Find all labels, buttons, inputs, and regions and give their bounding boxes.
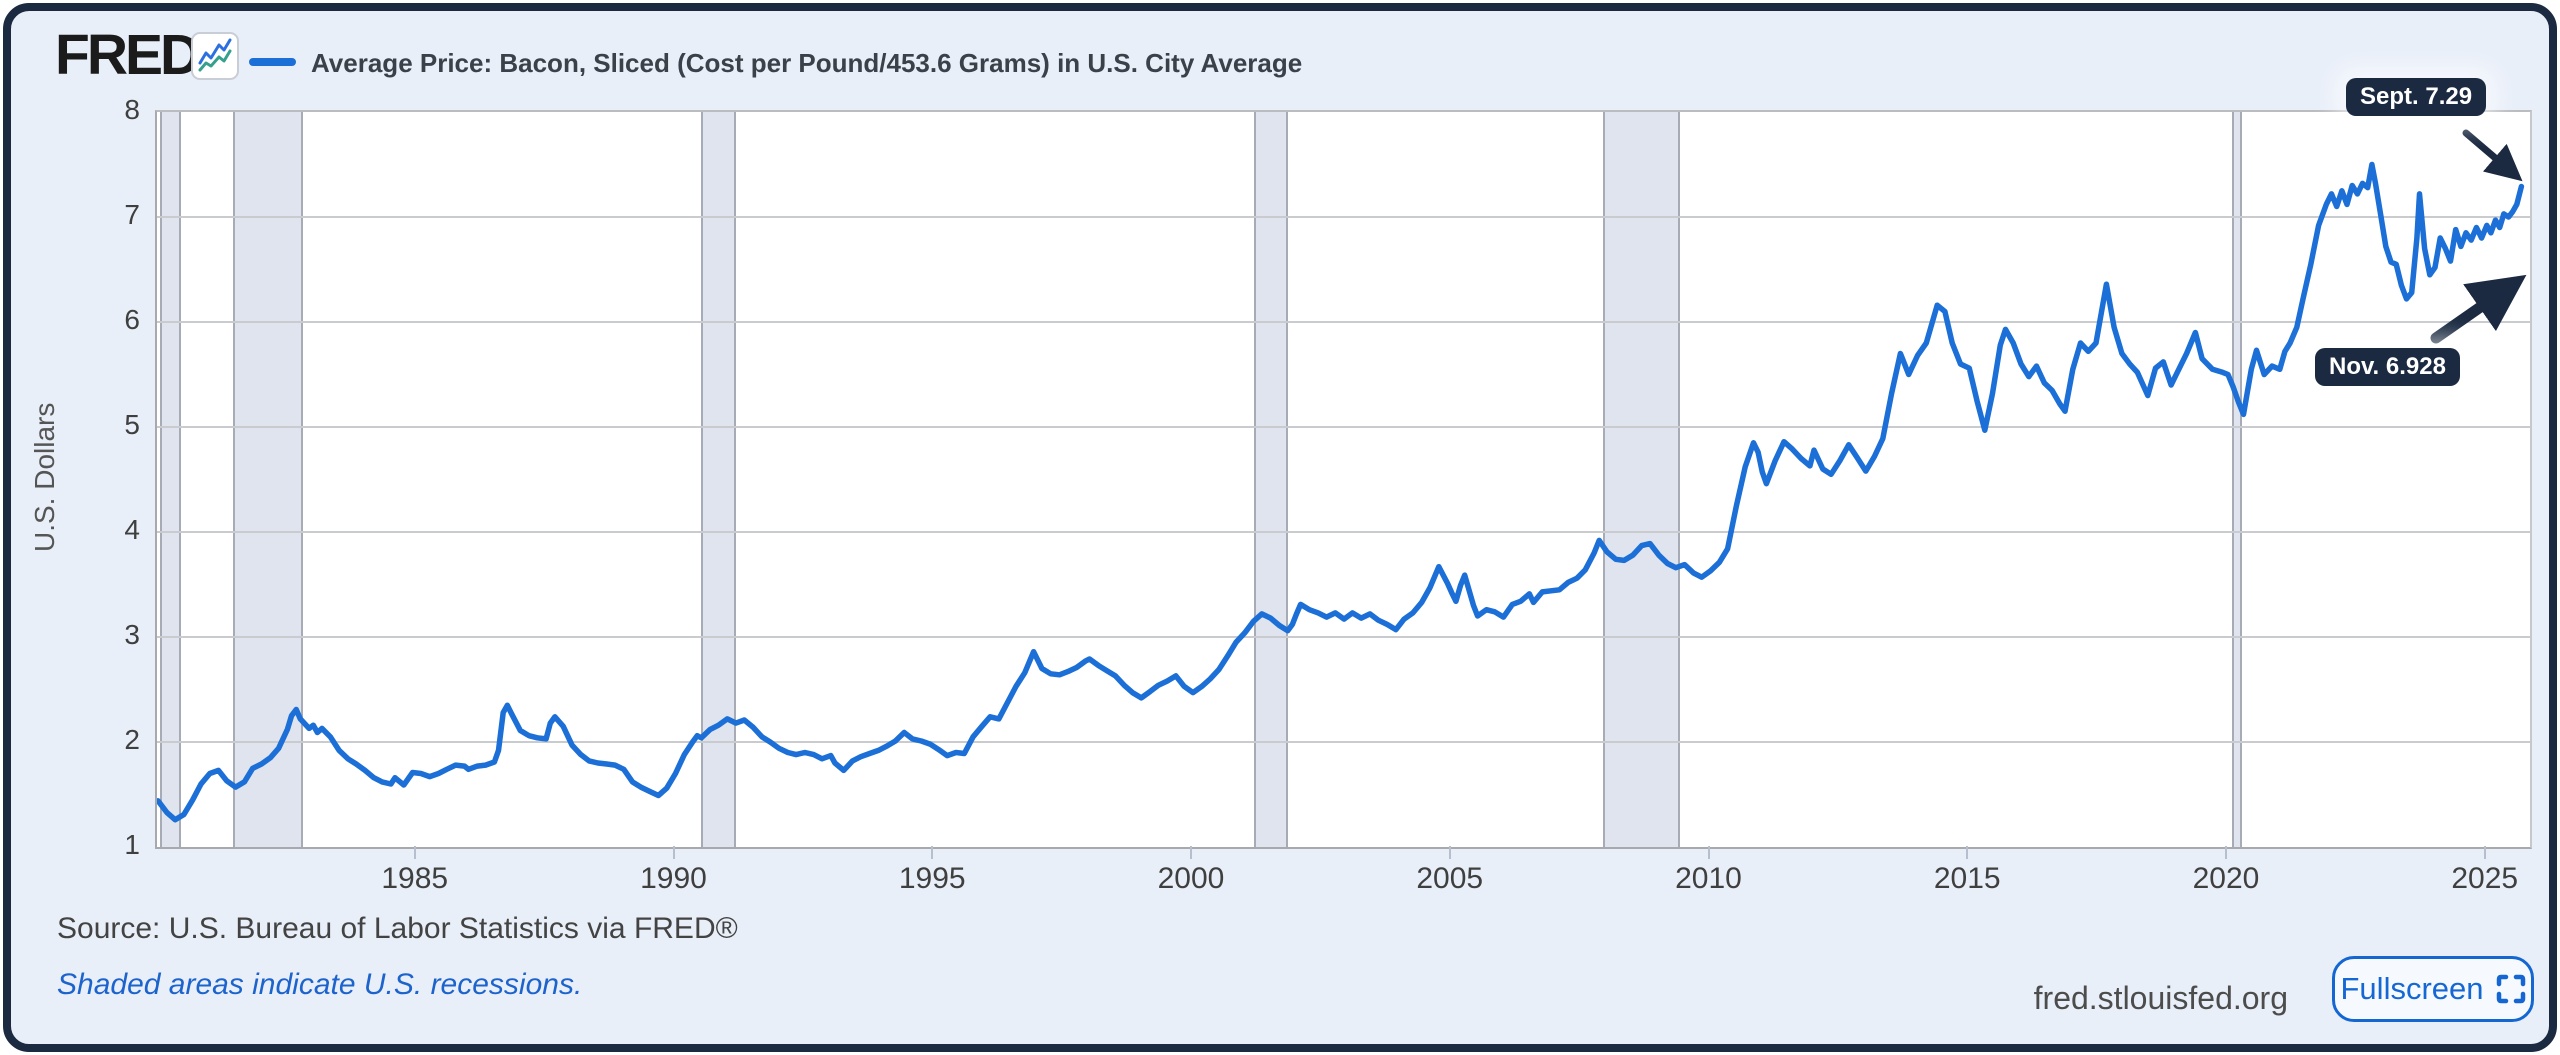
chart-title: Average Price: Bacon, Sliced (Cost per P… bbox=[311, 48, 1303, 78]
x-tick-label: 2020 bbox=[2192, 862, 2260, 895]
x-tick-mark bbox=[1966, 846, 1969, 859]
x-tick-mark bbox=[1707, 846, 1710, 859]
annotation-badge-sept: Sept. 7.29 bbox=[2346, 78, 2487, 116]
fred-logo-chart-icon bbox=[191, 32, 239, 80]
recession-note-link[interactable]: Shaded areas indicate U.S. recessions. bbox=[57, 968, 583, 1001]
fullscreen-button[interactable]: Fullscreen bbox=[2332, 956, 2534, 1022]
y-tick-label: 7 bbox=[124, 199, 140, 230]
x-tick-label: 2000 bbox=[1157, 862, 1225, 895]
gridline bbox=[157, 216, 2530, 218]
y-tick-label: 3 bbox=[124, 619, 140, 650]
annotation-badge-nov: Nov. 6.928 bbox=[2315, 348, 2460, 386]
gridline bbox=[157, 741, 2530, 743]
fullscreen-label: Fullscreen bbox=[2340, 971, 2484, 1006]
legend-line-swatch bbox=[249, 58, 296, 66]
price-series-line bbox=[157, 161, 2525, 823]
x-tick-mark bbox=[1448, 846, 1451, 859]
x-tick-label: 2005 bbox=[1416, 862, 1484, 895]
recession-band bbox=[1602, 112, 1681, 847]
fred-logo[interactable]: FRED® bbox=[55, 22, 209, 88]
x-tick-label: 2025 bbox=[2451, 862, 2519, 895]
x-tick-mark bbox=[931, 846, 934, 859]
y-tick-label: 4 bbox=[124, 514, 140, 545]
x-tick-mark bbox=[1190, 846, 1192, 859]
recession-band bbox=[160, 112, 182, 847]
y-tick-label: 6 bbox=[124, 304, 140, 335]
source-note: Source: U.S. Bureau of Labor Statistics … bbox=[57, 912, 738, 945]
gridline bbox=[157, 321, 2530, 323]
fullscreen-icon bbox=[2496, 974, 2526, 1004]
gridline bbox=[157, 426, 2530, 428]
x-tick-label: 1985 bbox=[381, 862, 449, 895]
recession-band bbox=[2232, 112, 2242, 847]
fred-site-link[interactable]: fred.stlouisfed.org bbox=[2033, 980, 2288, 1016]
price-line-chart bbox=[157, 161, 2525, 823]
x-tick-mark bbox=[2483, 846, 2486, 859]
plot-area[interactable] bbox=[155, 110, 2532, 849]
x-tick-label: 1990 bbox=[640, 862, 707, 895]
y-tick-label: 2 bbox=[124, 724, 140, 755]
y-tick-label: 5 bbox=[124, 409, 140, 440]
x-tick-mark bbox=[2225, 846, 2227, 859]
x-tick-label: 2015 bbox=[1933, 862, 2001, 895]
x-tick-mark bbox=[413, 846, 416, 859]
y-tick-label: 8 bbox=[124, 94, 140, 125]
recession-band bbox=[1253, 112, 1288, 847]
y-tick-label: 1 bbox=[124, 829, 140, 860]
y-axis-title: U.S. Dollars bbox=[29, 402, 60, 553]
gridline bbox=[157, 636, 2530, 638]
gridline bbox=[157, 531, 2530, 533]
x-tick-label: 1995 bbox=[898, 862, 966, 895]
x-tick-label: 2010 bbox=[1675, 862, 1742, 895]
x-tick-mark bbox=[672, 846, 675, 859]
fred-logo-text: FRED bbox=[55, 23, 201, 87]
